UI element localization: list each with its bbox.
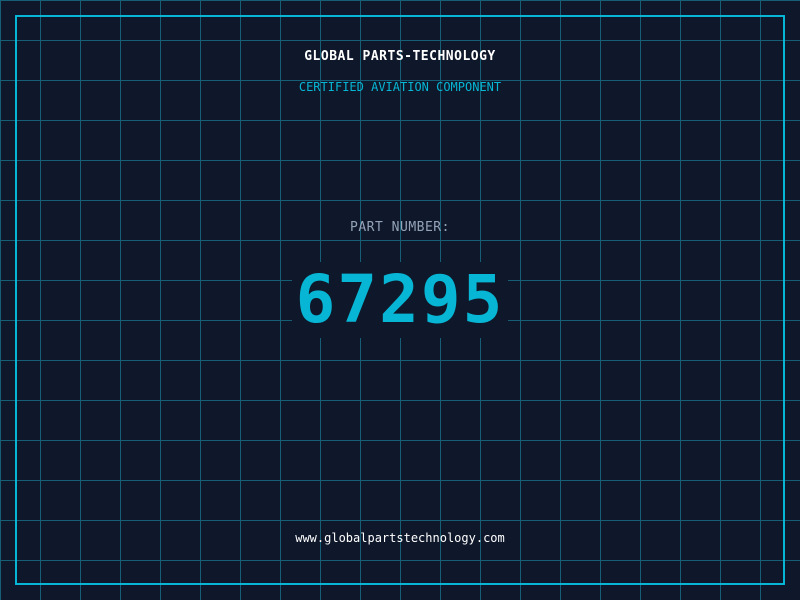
- border-frame: [15, 15, 785, 585]
- company-name: GLOBAL PARTS-TECHNOLOGY: [304, 49, 496, 64]
- part-number-value: 67295: [291, 262, 509, 338]
- certification-subtitle: CERTIFIED AVIATION COMPONENT: [298, 80, 502, 94]
- part-number-label: PART NUMBER:: [350, 220, 450, 235]
- website-url: www.globalpartstechnology.com: [295, 531, 505, 545]
- part-number-container: 67295: [0, 262, 800, 338]
